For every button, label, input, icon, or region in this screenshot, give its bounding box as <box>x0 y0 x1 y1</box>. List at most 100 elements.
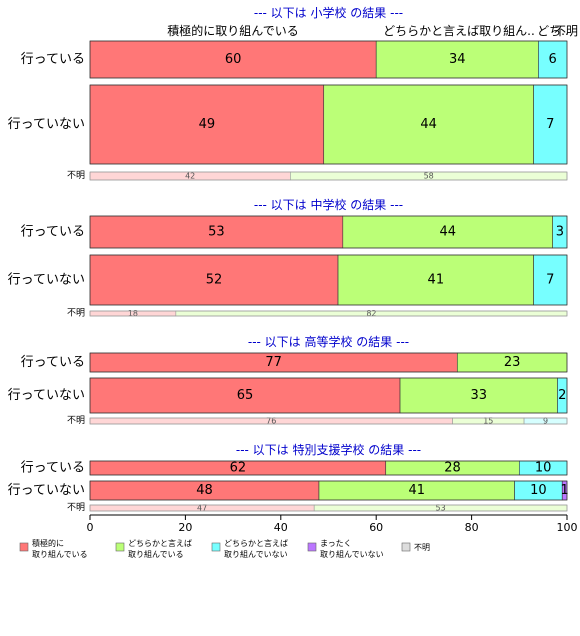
legend-label: どちらかと言えば <box>224 538 288 548</box>
data-label: 9 <box>543 417 548 426</box>
row-label: 行っている <box>21 461 85 476</box>
x-tick-label: 80 <box>465 521 479 534</box>
top-label-somewhat-active: どちらかと言えば取り組ん.. <box>383 24 535 38</box>
data-label: 2 <box>558 388 566 403</box>
data-label: 15 <box>483 417 493 426</box>
data-label: 34 <box>449 52 466 67</box>
data-label: 7 <box>546 117 554 132</box>
bar-segment <box>399 377 558 414</box>
row-label: 不明 <box>67 502 85 513</box>
bar-outline <box>89 310 568 317</box>
panel-title: --- 以下は 特別支援学校 の結果 --- <box>236 442 421 457</box>
legend-swatch <box>307 542 317 552</box>
data-label: 49 <box>199 117 216 132</box>
row-label: 不明 <box>67 415 85 426</box>
data-label: 44 <box>439 225 456 240</box>
top-category-labels: 積極的に取り組んでいる どちらかと言えば取り組ん.. どち.. 不明 <box>167 23 578 38</box>
bar-outline <box>89 84 568 165</box>
bar-outline <box>89 254 568 306</box>
legend-swatch <box>19 542 29 552</box>
data-label: 23 <box>504 355 521 370</box>
data-label: 6 <box>549 52 557 67</box>
bar-segment <box>533 254 568 306</box>
panel-title: --- 以下は 小学校 の結果 --- <box>254 5 403 20</box>
bar-row: 行っていない 49 44 7 <box>8 84 568 165</box>
bar-row: 行っていない 65 33 2 <box>8 377 568 414</box>
row-label: 不明 <box>67 308 85 319</box>
data-label: 53 <box>208 225 225 240</box>
legend-label: 取り組んでいない <box>320 549 384 559</box>
chart-panel: --- 以下は 高等学校 の結果 --- 行っている 77 23 行っていない 65 33 2… <box>8 334 568 426</box>
bar-segment <box>538 40 568 79</box>
data-label: 28 <box>444 461 461 476</box>
legend-swatch <box>401 542 411 552</box>
bar-outline <box>89 417 568 425</box>
bar-row: 行っている 53 44 3 <box>21 215 568 249</box>
bar-segment <box>89 84 325 165</box>
data-label: 3 <box>556 225 564 240</box>
top-label-unknown: 不明 <box>554 24 578 38</box>
bar-outline <box>89 377 568 414</box>
legend-label: 不明 <box>414 543 430 552</box>
data-label: 1 <box>560 483 568 498</box>
data-label: 48 <box>196 483 213 498</box>
row-label: 行っている <box>21 52 85 67</box>
data-label: 41 <box>428 273 445 288</box>
data-label: 82 <box>366 309 376 318</box>
bar-outline <box>89 480 568 501</box>
row-label: 行っている <box>21 355 85 370</box>
bar-segment <box>89 254 339 306</box>
bar-row: 行っていない 52 41 7 <box>8 254 568 306</box>
x-tick-label: 0 <box>87 521 94 534</box>
x-axis: 0 20 40 60 80 100 <box>87 514 578 534</box>
legend-label: 取り組んでいない <box>224 549 288 559</box>
bar-row: 不明 76 15 9 <box>67 415 568 426</box>
bar-row: 行っていない 48 41 10 1 <box>8 480 569 501</box>
data-label: 60 <box>225 52 242 67</box>
row-label: 行っていない <box>8 483 85 498</box>
legend-swatch <box>211 542 221 552</box>
bar-segment <box>323 84 534 165</box>
chart-panel: --- 以下は 中学校 の結果 --- 行っている 53 44 3 行っていない 52 41 7… <box>8 197 568 319</box>
x-tick-label: 60 <box>369 521 383 534</box>
row-label: 行っている <box>21 225 85 240</box>
bar-row: 不明 18 82 <box>67 308 568 319</box>
legend: 積極的に取り組んでいるどちらかと言えば取り組んでいるどちらかと言えば取り組んでい… <box>19 538 430 559</box>
bar-segment <box>89 40 377 79</box>
row-label: 不明 <box>67 170 85 181</box>
bar-row: 行っている 60 34 6 <box>21 40 568 79</box>
legend-item: 不明 <box>401 542 430 552</box>
data-label: 58 <box>424 172 434 181</box>
panel-title: --- 以下は 中学校 の結果 --- <box>254 197 403 212</box>
data-label: 44 <box>420 117 437 132</box>
data-label: 18 <box>128 309 138 318</box>
bar-row: 行っている 77 23 <box>21 352 568 373</box>
x-tick-label: 40 <box>274 521 288 534</box>
legend-item: 積極的に取り組んでいる <box>19 538 88 559</box>
row-label: 行っていない <box>8 388 85 403</box>
data-label: 33 <box>470 388 487 403</box>
chart-panel: --- 以下は 小学校 の結果 --- 行っている 60 34 6 行っていない 49 44 7… <box>8 5 568 181</box>
data-label: 65 <box>237 388 254 403</box>
legend-label: 積極的に <box>32 538 64 548</box>
legend-label: まったく <box>320 539 352 548</box>
row-label: 行っていない <box>8 117 85 132</box>
data-label: 10 <box>530 483 547 498</box>
data-label: 41 <box>408 483 425 498</box>
x-tick-label: 20 <box>178 521 192 534</box>
data-label: 76 <box>266 417 276 426</box>
x-tick-label: 100 <box>557 521 578 534</box>
bar-row: 不明 47 53 <box>67 502 568 513</box>
data-label: 47 <box>197 504 207 513</box>
bar-outline <box>89 504 568 512</box>
row-label: 行っていない <box>8 273 85 288</box>
panel-title: --- 以下は 高等学校 の結果 --- <box>248 334 409 349</box>
bar-outline <box>89 40 568 79</box>
legend-label: 取り組んでいる <box>128 549 184 559</box>
bar-row: 不明 42 58 <box>67 170 568 181</box>
legend-swatch <box>115 542 125 552</box>
data-label: 42 <box>185 172 195 181</box>
